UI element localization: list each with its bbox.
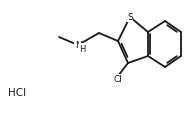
Text: N: N <box>75 41 81 50</box>
Text: H: H <box>79 44 85 53</box>
Text: HCl: HCl <box>8 87 26 97</box>
Text: S: S <box>127 13 133 22</box>
Text: Cl: Cl <box>114 75 122 84</box>
